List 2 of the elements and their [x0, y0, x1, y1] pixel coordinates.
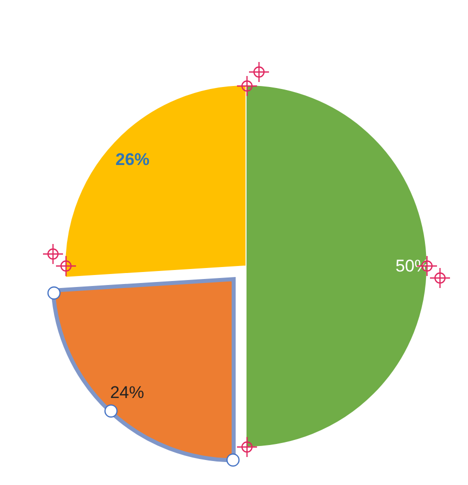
data-label: 24%	[110, 383, 144, 402]
data-label: 26%	[116, 150, 150, 169]
